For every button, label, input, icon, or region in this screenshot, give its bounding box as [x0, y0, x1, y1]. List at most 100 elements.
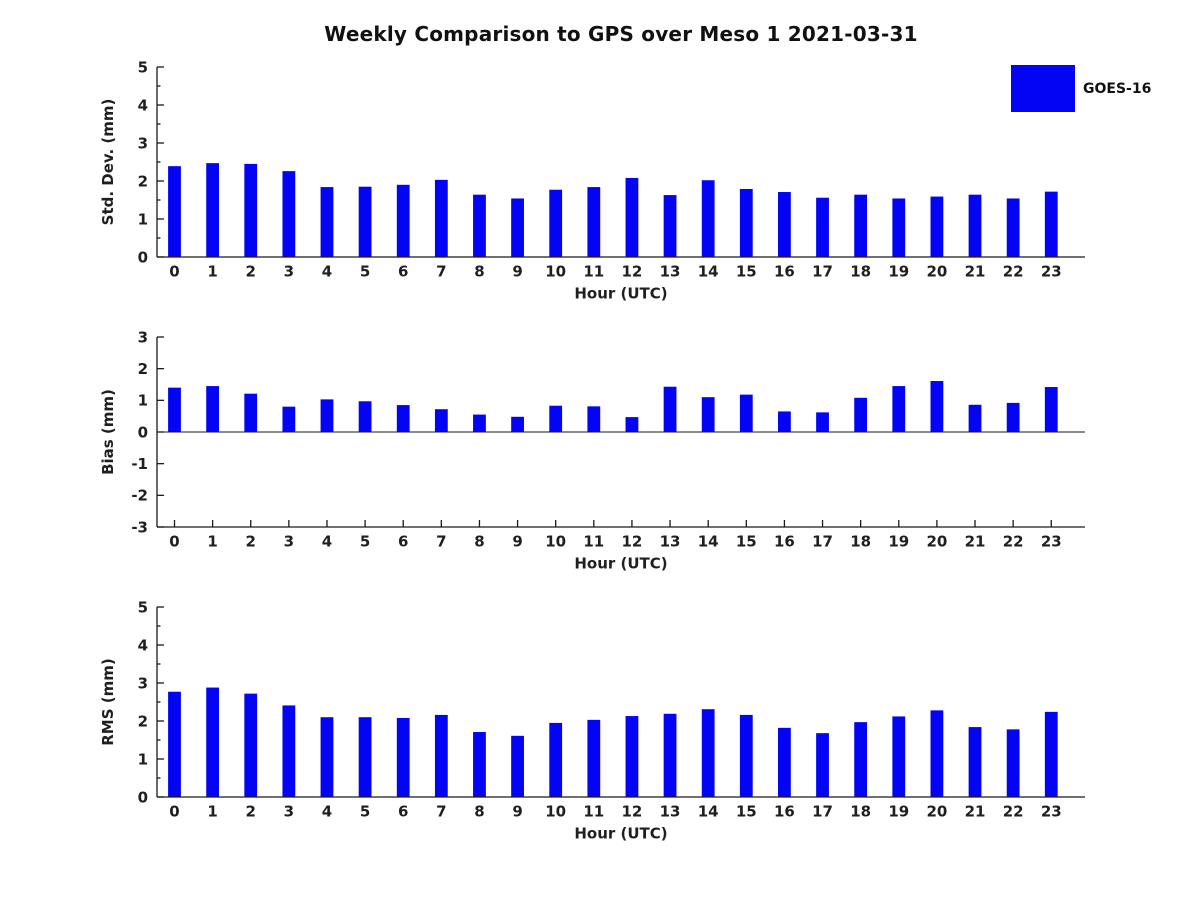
rms-bar-hour-16 — [778, 727, 791, 797]
y-tick-label: 2 — [138, 360, 148, 378]
bias-bar-hour-13 — [663, 386, 677, 432]
bias-bar-hour-0 — [168, 387, 181, 432]
bias-bar-hour-23 — [1044, 387, 1058, 432]
x-tick-label: 21 — [965, 803, 986, 821]
bias-bar-hour-8 — [473, 414, 486, 432]
bias-bar-hour-5 — [358, 401, 372, 432]
chart-title: Weekly Comparison to GPS over Meso 1 202… — [324, 22, 918, 46]
x-tick-label: 19 — [888, 263, 909, 281]
bias-bar-hour-18 — [854, 397, 868, 432]
std_dev-bar-hour-22 — [1006, 198, 1020, 257]
bias-bar-hour-1 — [206, 386, 220, 432]
rms-bar-hour-10 — [549, 722, 563, 797]
bias-bar-hour-11 — [587, 406, 601, 432]
rms-bar-hour-7 — [434, 714, 448, 797]
rms-bar-hour-6 — [396, 717, 410, 797]
bias-bar-hour-9 — [511, 416, 524, 432]
x-tick-label: 0 — [169, 263, 179, 281]
x-tick-label: 18 — [850, 263, 871, 281]
x-tick-label: 18 — [850, 803, 871, 821]
y-tick-label: -2 — [131, 487, 148, 505]
x-tick-label: 3 — [284, 803, 294, 821]
x-tick-label: 10 — [545, 263, 566, 281]
x-tick-label: 4 — [322, 263, 332, 281]
std_dev-bar-hour-11 — [587, 187, 601, 257]
x-tick-label: 15 — [736, 803, 757, 821]
rms-bar-hour-5 — [358, 717, 372, 797]
x-tick-label: 22 — [1003, 263, 1024, 281]
x-tick-label: 23 — [1041, 263, 1062, 281]
x-tick-label: 17 — [812, 263, 833, 281]
std_dev-bar-hour-7 — [434, 179, 448, 257]
x-tick-label: 11 — [583, 803, 604, 821]
x-tick-label: 19 — [888, 533, 909, 551]
rms-bar-hour-17 — [816, 733, 829, 797]
x-tick-label: 9 — [512, 803, 522, 821]
rms-bar-hour-4 — [320, 717, 334, 797]
std_dev-bar-hour-12 — [625, 177, 639, 257]
bias-xaxis-label: Hour (UTC) — [574, 555, 667, 573]
x-tick-label: 12 — [622, 533, 643, 551]
rms-bar-hour-0 — [168, 691, 181, 797]
rms-bar-hour-15 — [739, 714, 753, 797]
x-tick-label: 7 — [436, 533, 446, 551]
y-tick-label: 2 — [138, 172, 148, 190]
x-tick-label: 6 — [398, 803, 408, 821]
legend: GOES-16 — [1011, 65, 1151, 112]
x-tick-label: 9 — [512, 533, 522, 551]
x-tick-label: 5 — [360, 533, 370, 551]
std_dev-bar-hour-2 — [244, 163, 258, 257]
x-tick-label: 1 — [207, 803, 217, 821]
std_dev-bar-hour-23 — [1044, 191, 1058, 257]
rms-bar-hour-19 — [892, 716, 906, 797]
rms-bar-hour-20 — [930, 710, 944, 797]
std_dev-bar-hour-8 — [473, 194, 486, 257]
x-tick-label: 2 — [246, 533, 256, 551]
std_dev-bar-hour-5 — [358, 186, 372, 257]
bias-bar-hour-22 — [1006, 402, 1020, 432]
bias-bar-hour-10 — [549, 405, 563, 432]
x-tick-label: 13 — [660, 263, 681, 281]
y-tick-label: 0 — [138, 788, 148, 806]
bias-bar-hour-7 — [434, 409, 448, 432]
bias-bar-hour-14 — [701, 397, 715, 432]
x-tick-label: 21 — [965, 263, 986, 281]
bias-bar-hour-15 — [739, 394, 753, 432]
std_dev-bar-hour-14 — [701, 180, 715, 257]
std_dev-bar-hour-16 — [778, 192, 791, 257]
std_dev-bar-hour-19 — [892, 198, 906, 257]
x-tick-label: 9 — [512, 263, 522, 281]
bias-bar-hour-12 — [625, 417, 639, 432]
x-tick-label: 15 — [736, 533, 757, 551]
std_dev-bar-hour-13 — [663, 195, 677, 257]
std_dev-bar-hour-4 — [320, 187, 334, 257]
bias-bar-hour-4 — [320, 399, 334, 432]
bias-bar-hour-16 — [778, 411, 791, 432]
x-tick-label: 5 — [360, 803, 370, 821]
x-tick-label: 8 — [474, 533, 484, 551]
legend-label: GOES-16 — [1083, 80, 1152, 97]
x-tick-label: 23 — [1041, 533, 1062, 551]
x-tick-label: 7 — [436, 803, 446, 821]
rms-bar-hour-8 — [473, 732, 486, 797]
x-tick-label: 7 — [436, 263, 446, 281]
x-tick-label: 3 — [284, 533, 294, 551]
x-tick-label: 8 — [474, 263, 484, 281]
rms-bar-hour-9 — [511, 735, 524, 797]
y-tick-label: 0 — [138, 248, 148, 266]
x-tick-label: 12 — [622, 803, 643, 821]
x-tick-label: 11 — [583, 533, 604, 551]
x-tick-label: 10 — [545, 533, 566, 551]
x-tick-label: 8 — [474, 803, 484, 821]
bias-yaxis-label: Bias (mm) — [99, 389, 117, 475]
y-tick-label: 1 — [138, 392, 148, 410]
y-tick-label: 0 — [138, 423, 148, 441]
x-tick-label: 18 — [850, 533, 871, 551]
std_dev-bar-hour-21 — [968, 194, 982, 257]
std_dev-yaxis-label: Std. Dev. (mm) — [99, 99, 117, 226]
y-tick-label: 3 — [138, 674, 148, 692]
rms-bar-hour-21 — [968, 727, 982, 797]
